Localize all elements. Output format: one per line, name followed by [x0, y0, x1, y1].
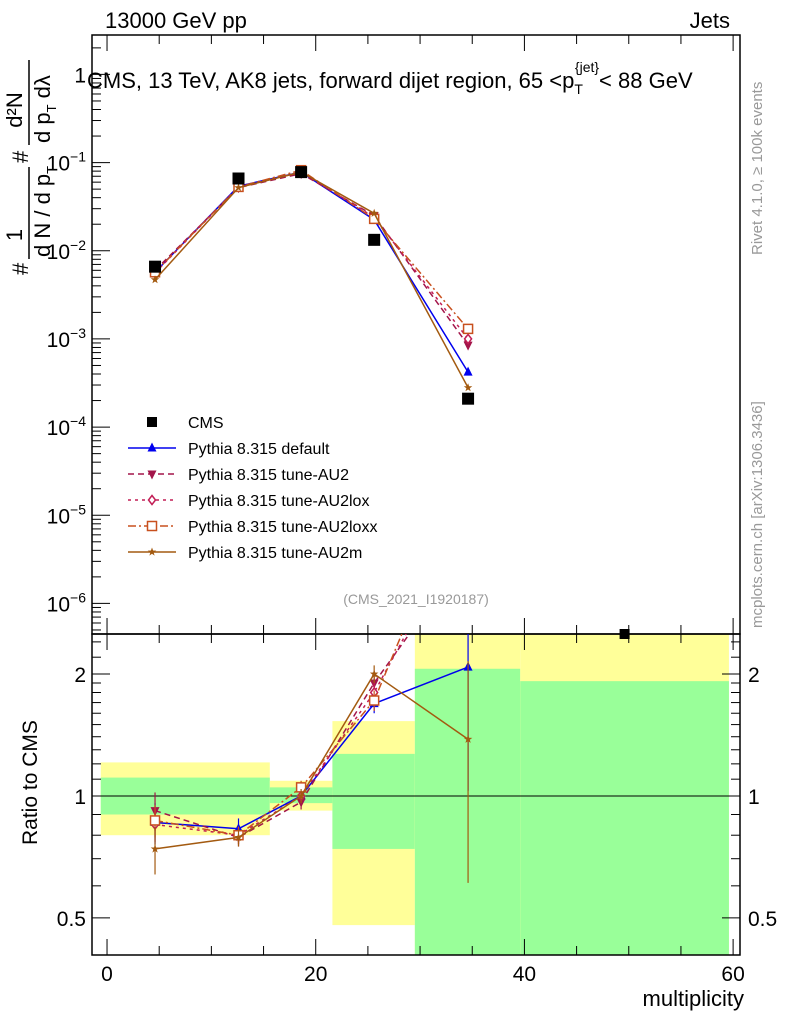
x-axis-label: multiplicity	[643, 986, 744, 1011]
title-pre: CMS, 13 TeV, AK8 jets, forward dijet reg…	[87, 68, 574, 93]
ratio-y-tick-label: 0.5	[57, 908, 86, 931]
legend: CMS Pythia 8.315 default Pythia 8.315 tune…	[128, 415, 377, 562]
ratio-y-label: Ratio to CMS	[19, 720, 42, 845]
cms-data-point	[149, 260, 162, 273]
ratio-line-2	[154, 634, 407, 836]
header-energy: 13000 GeV pp	[105, 8, 247, 33]
title-sub: T	[574, 81, 583, 97]
legend-item: Pythia 8.315 default	[128, 441, 330, 458]
y-tick-label: 10−1	[47, 149, 87, 176]
cms-data-point	[619, 629, 630, 639]
series-line-0	[154, 171, 469, 373]
series-4-point	[463, 383, 473, 392]
stat-uncertainty-band	[332, 753, 415, 849]
ylabel-num1: 1	[2, 229, 27, 241]
stat-uncertainty-band	[520, 681, 729, 955]
legend-label: Pythia 8.315 tune-AU2loxx	[188, 519, 377, 536]
ratio-series-3-point	[464, 470, 473, 479]
ylabel-hash: #	[8, 262, 33, 275]
ratio-y-tick-label: 1	[74, 786, 86, 809]
legend-label: Pythia 8.315 tune-AU2lox	[188, 493, 369, 510]
legend-marker-icon	[147, 417, 157, 427]
ylabel-num2: d²N	[2, 92, 27, 127]
cms-data-point	[232, 172, 245, 185]
ratio-series-4-point	[463, 734, 473, 743]
plot-title: CMS, 13 TeV, AK8 jets, forward dijet reg…	[87, 59, 693, 97]
series-1-point	[463, 341, 473, 351]
legend-marker-icon	[147, 470, 157, 480]
series-4-point	[234, 183, 243, 192]
ylabel-den2: d pT dλ	[30, 75, 59, 143]
series-line-2	[154, 171, 469, 340]
ratio-plot-series	[149, 470, 473, 883]
ratio-series-2-point	[465, 515, 472, 524]
series-4-point	[369, 208, 379, 217]
y-axis-label: # 1 d N / d pT # d²N d pT dλ	[2, 60, 59, 275]
legend-marker-icon	[146, 520, 158, 532]
x-tick-label: 20	[304, 963, 327, 986]
rivet-version-label: Rivet 4.1.0, ≥ 100k events	[749, 82, 766, 255]
legend-item: Pythia 8.315 tune-AU2loxx	[128, 519, 377, 536]
ylabel-hash2: #	[8, 150, 33, 163]
series-line-1	[154, 172, 469, 346]
ylabel-den1: d N / d pT	[30, 166, 59, 257]
ratio-y-tick-label-right: 1	[748, 786, 760, 809]
analysis-id-label: (CMS_2021_I1920187)	[343, 591, 489, 607]
ratio-y-tick-label: 2	[74, 664, 86, 687]
legend-marker-icon	[147, 494, 157, 506]
legend-label: Pythia 8.315 default	[188, 441, 330, 458]
main-plot-series	[149, 164, 475, 405]
x-tick-label: 40	[513, 963, 536, 986]
ratio-series-4-point	[234, 832, 243, 842]
cms-data-point	[295, 166, 308, 179]
legend-item: Pythia 8.315 tune-AU2	[128, 467, 349, 484]
x-tick-label: 60	[721, 963, 744, 986]
ratio-uncertainty-bands	[100, 634, 729, 955]
header-category: Jets	[690, 8, 730, 33]
legend-label: Pythia 8.315 tune-AU2m	[188, 545, 362, 562]
ratio-line-1	[154, 634, 411, 839]
series-2-point	[463, 333, 473, 345]
title-post: < 88 GeV	[599, 68, 693, 93]
legend-marker-icon	[147, 547, 157, 556]
legend-marker-icon	[147, 442, 157, 452]
legend-label: CMS	[188, 415, 224, 432]
ratio-plot-frame	[91, 633, 741, 956]
legend-item: Pythia 8.315 tune-AU2m	[128, 545, 362, 562]
ratio-y-tick-label-right: 0.5	[748, 908, 777, 931]
series-4-point	[150, 275, 160, 284]
ratio-series-3-point	[149, 815, 161, 826]
y-tick-label: 10−5	[47, 501, 87, 528]
mcplots-label: mcplots.cern.ch [arXiv:1306.3436]	[749, 401, 766, 628]
ratio-series-3-point	[368, 695, 380, 706]
series-3-point	[462, 323, 474, 335]
data-marks	[149, 164, 630, 883]
x-tick-label: 0	[101, 963, 113, 986]
legend-label: Pythia 8.315 tune-AU2	[188, 467, 349, 484]
ratio-series-4-point	[150, 844, 160, 853]
title-sup: {jet}	[575, 59, 599, 75]
ratio-y-tick-label-right: 2	[748, 664, 760, 687]
ratio-series-1-point	[464, 548, 473, 557]
y-tick-label: 1	[74, 64, 86, 87]
y-tick-label: 10−3	[47, 325, 87, 352]
axes: 10−6 10−5 10−4 10−3 10−2 10−1 1 0 20 40 60 0.5 0.5 1 1…	[47, 34, 777, 986]
ratio-series-4-point	[296, 791, 306, 800]
series-0-point	[463, 366, 473, 376]
y-tick-label: 10−2	[47, 237, 87, 264]
legend-item: Pythia 8.315 tune-AU2lox	[128, 493, 369, 510]
y-tick-label: 10−6	[47, 589, 87, 616]
cms-data-point	[462, 392, 475, 405]
legend-item: CMS	[147, 415, 224, 432]
ratio-series-4-point	[369, 669, 379, 678]
cms-data-point	[368, 233, 381, 246]
y-tick-label: 10−4	[47, 413, 87, 440]
series-line-3	[154, 169, 469, 330]
